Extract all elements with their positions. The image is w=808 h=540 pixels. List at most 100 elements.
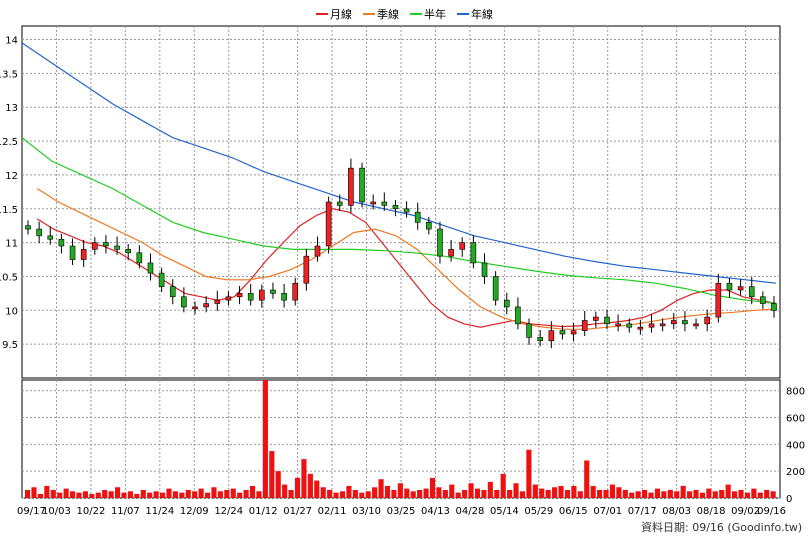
volume-y-tick: 600 (786, 414, 805, 425)
candle-body (325, 201, 332, 247)
volume-bar (301, 459, 307, 498)
candle-body (314, 245, 321, 257)
volume-bar (487, 481, 493, 498)
volume-bar (680, 485, 686, 498)
volume-bar (667, 489, 673, 498)
volume-bar (372, 487, 378, 498)
price-y-axis: 9.5 10 10.5 11 11.5 12 12.5 13 13.5 14 (0, 36, 18, 352)
volume-bar (211, 487, 217, 498)
candle-body (648, 323, 655, 328)
candle-body (515, 306, 521, 325)
volume-bar (616, 487, 622, 498)
volume-bar (121, 492, 127, 498)
volume-bar (513, 483, 519, 498)
volume-bar (526, 449, 532, 498)
legend-label-0: 月線 (330, 7, 352, 21)
price-y-tick: 14 (5, 36, 18, 47)
volume-bar (153, 491, 159, 498)
candle-body (147, 262, 154, 274)
price-panel: 9.5 10 10.5 11 11.5 12 12.5 13 13.5 14 (0, 25, 781, 379)
x-tick: 06/15 (559, 506, 588, 517)
candle-body (181, 296, 187, 308)
candle-body (136, 252, 143, 264)
candle-body (214, 299, 221, 304)
volume-bar (699, 492, 706, 498)
volume-bar (603, 489, 609, 498)
candle-body (771, 303, 777, 311)
volume-bar (751, 488, 757, 498)
x-tick: 09/17 (17, 506, 46, 517)
candle-body (704, 316, 710, 325)
volume-bar (719, 489, 725, 498)
volume-bar (449, 484, 455, 498)
volume-bar (744, 492, 751, 498)
volume-bar (147, 492, 153, 498)
x-tick: 04/28 (455, 506, 484, 517)
candle-body (125, 249, 132, 254)
price-y-tick: 12 (5, 171, 18, 182)
candle-body (281, 293, 287, 301)
volume-bar (712, 491, 718, 498)
legend: 月線 季線 半年 年線 (316, 7, 493, 21)
volume-bar (179, 492, 185, 498)
volume-bar (468, 483, 474, 498)
candle-body (570, 330, 577, 335)
candle-body (69, 245, 76, 260)
volume-bar (378, 479, 384, 498)
candle-body (158, 272, 165, 287)
x-tick: 04/13 (421, 506, 450, 517)
volume-bar (500, 473, 506, 498)
x-tick: 10/03 (42, 506, 71, 517)
volume-bar (648, 492, 654, 498)
price-y-tick: 13.5 (0, 69, 18, 80)
candle-body (392, 205, 399, 210)
x-tick: 08/18 (697, 506, 726, 517)
candle-body (604, 316, 610, 325)
x-tick: 11/24 (145, 506, 174, 517)
volume-bar (423, 488, 429, 498)
price-y-tick: 13 (5, 103, 18, 114)
volume-bar (507, 489, 513, 498)
x-tick: 01/12 (249, 506, 278, 517)
candle-body (259, 289, 265, 301)
price-y-tick: 10 (5, 306, 18, 317)
volume-bar (31, 487, 37, 498)
volume-bar (82, 491, 88, 498)
volume-y-axis: 0 200 400 600 800 (786, 387, 805, 505)
price-grid (22, 26, 780, 378)
volume-bar (397, 483, 403, 498)
volume-panel: 0 200 400 600 800 (21, 379, 805, 505)
volume-bar (384, 485, 391, 498)
candle-body (336, 201, 343, 206)
volume-bar (224, 489, 230, 498)
x-tick: 03/25 (387, 506, 416, 517)
price-y-tick: 9.5 (2, 340, 18, 351)
volume-bar (333, 492, 339, 498)
candle-body (47, 235, 54, 240)
moving-average-lines (21, 42, 777, 330)
x-tick: 05/29 (524, 506, 553, 517)
volume-bar (474, 488, 481, 498)
volume-bar (320, 487, 326, 498)
candle-body (760, 296, 766, 304)
volume-bar (693, 489, 699, 498)
volume-bar (597, 489, 603, 498)
volume-y-tick: 800 (786, 387, 805, 398)
candle-body (247, 293, 254, 301)
x-tick: 07/01 (593, 506, 622, 517)
candle-body (548, 330, 555, 342)
volume-bar (76, 492, 82, 498)
volume-bar (590, 485, 596, 498)
volume-bar (654, 488, 661, 498)
candle-body (36, 228, 42, 237)
volume-bar (204, 492, 211, 498)
volume-bar (230, 488, 236, 498)
volume-bar (359, 492, 365, 498)
candle-body (492, 276, 499, 301)
candle-body (58, 238, 65, 247)
volume-bar (764, 489, 770, 498)
volume-bar (25, 489, 31, 498)
candle-body (292, 282, 299, 301)
